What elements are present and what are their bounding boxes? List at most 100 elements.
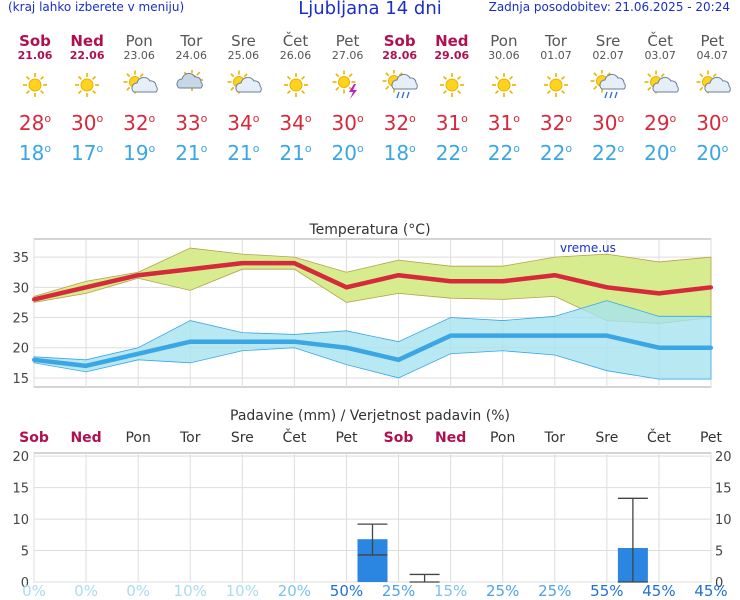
max-temperature: 31o [435,111,468,135]
precipitation-probability: 45% [642,582,675,600]
day-column: Ned 29.06 31o 22o [426,33,478,165]
day-column: Sob 28.06 32o 18o [374,33,426,164]
min-temperature-value: 20 [696,141,722,165]
max-temperature-value: 30 [71,111,97,135]
cloudy-sun-icon [165,69,217,100]
min-temperature: 20o [644,141,677,165]
data-point [188,339,193,344]
data-point [136,351,141,356]
page-title: Ljubljana 14 dni [298,0,442,19]
max-temperature: 34o [227,111,260,135]
sun-thunder-icon [322,70,374,100]
min-temperature: 21o [279,141,312,165]
min-temperature-value: 21 [227,141,253,165]
data-point [500,279,505,284]
max-temperature: 31o [487,111,520,135]
min-temperature-value: 22 [487,141,514,165]
y-tick-label: 10 [12,513,29,528]
x-tick-label: Pon [125,430,150,446]
day-date: 01.07 [540,49,572,62]
x-tick-label: Sre [231,430,254,446]
max-temperature-value: 28 [18,111,45,135]
data-point [709,285,713,290]
data-point [656,291,661,296]
day-column: Pet 27.06 30o 20o [322,33,374,165]
max-temperature-value: 32 [539,111,566,135]
min-temperature: 17o [71,141,104,165]
day-name: Sre [595,32,621,50]
data-point [292,339,297,344]
y-tick-label: 20 [12,342,29,357]
min-temperature: 20o [696,141,729,165]
min-temperature-value: 18 [383,141,410,165]
day-date: 25.06 [227,49,260,62]
day-date: 22.06 [69,49,105,62]
day-date: 03.07 [644,49,676,62]
day-column: Sre 25.06 34o 21o [217,33,269,164]
chart-title: Temperatura (°C) [308,222,430,238]
day-name: Čet [282,32,309,50]
day-date: 30.06 [488,49,520,62]
data-point [136,273,141,278]
x-tick-label: Tor [544,430,566,446]
precipitation-probability: 15% [434,582,467,600]
precipitation-probability: 20% [278,582,311,600]
day-date: 21.06 [17,49,53,62]
day-date: 24.06 [175,49,208,62]
min-temperature-value: 18 [18,141,45,165]
day-name: Pon [125,32,153,50]
data-point [604,285,609,290]
data-point [240,339,245,344]
y-tick-label-right: 20 [715,450,732,465]
y-tick-label: 15 [12,482,29,497]
day-name: Sre [231,32,256,50]
min-temperature: 22o [435,141,468,165]
data-point [604,333,609,338]
last-update: Zadnja posodobitev: 21.06.2025 - 20:24 [488,0,730,14]
max-temperature-value: 33 [175,111,201,135]
day-date: 29.06 [434,49,470,62]
y-tick-label-right: 5 [715,545,723,560]
max-temperature: 32o [383,111,416,135]
precipitation-probability: 10% [174,582,207,600]
sun-icon [530,70,582,100]
day-column: Ned 22.06 30o 17o [61,33,113,165]
sun-rain-icon [374,69,426,100]
location-menu-hint[interactable]: (kraj lahko izberete v meniju) [8,0,185,14]
min-range-band [33,300,712,380]
min-temperature: 20o [331,141,364,165]
max-temperature: 32o [123,111,156,135]
data-point [552,273,557,278]
sun-cloud-icon [217,70,269,100]
x-tick-label: Pon [490,430,515,446]
x-tick-label: Pet [700,430,723,446]
x-tick-label: Sob [384,430,414,446]
max-temperature: 30o [331,111,364,135]
min-temperature-value: 21 [279,141,305,165]
x-tick-label: Ned [70,430,101,446]
max-temperature: 33o [175,111,208,135]
max-temperature: 34o [279,111,312,135]
min-temperature-value: 21 [175,141,201,165]
y-tick-label: 30 [12,281,29,296]
day-column: Pon 23.06 32o 19o [113,33,165,164]
y-tick-label: 25 [12,312,29,327]
precipitation-chart: Padavine (mm) / Verjetnost padavin (%) So… [12,408,732,600]
max-temperature-line [33,260,712,302]
precipitation-probability: 0% [126,582,150,600]
precipitation-probability: 0% [74,582,98,600]
page-header: (kraj lahko izberete v meniju) Ljubljana… [0,0,740,22]
precipitation-probability: 25% [382,582,415,600]
data-point [292,261,297,266]
max-temperature-value: 34 [279,111,305,135]
max-temperature: 30o [592,111,625,135]
min-temperature-value: 22 [435,141,462,165]
precipitation-probability: 10% [226,582,259,600]
data-point [448,279,453,284]
chart-title: Padavine (mm) / Verjetnost padavin (%) [230,408,510,424]
day-name: Tor [180,32,203,50]
min-temperature: 18o [18,141,52,165]
day-name: Pet [700,32,725,50]
data-point [656,345,661,350]
day-column: Tor 24.06 33o 21o [165,32,217,165]
